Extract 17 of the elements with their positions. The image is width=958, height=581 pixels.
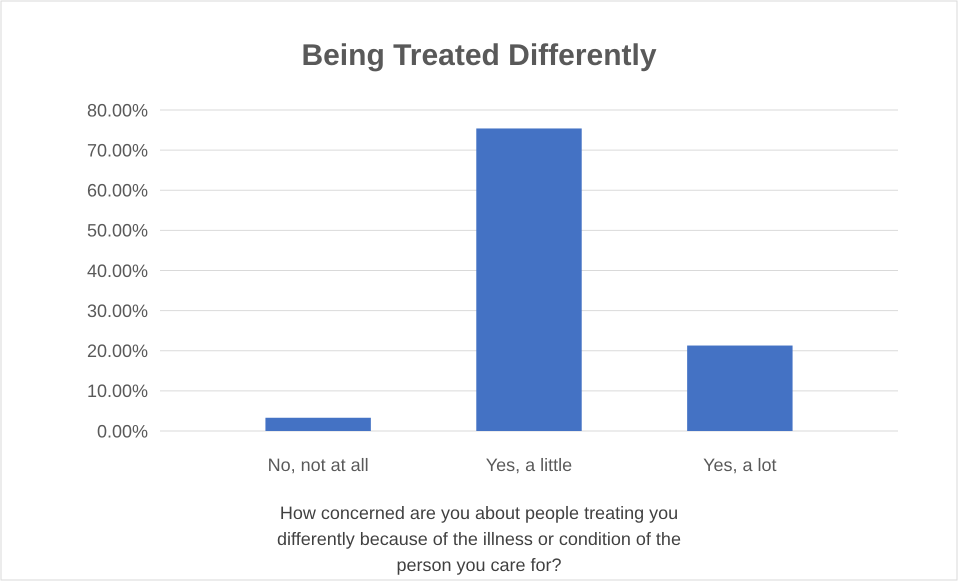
- chart-title: Being Treated Differently: [301, 39, 657, 72]
- y-tick-label: 60.00%: [86, 180, 148, 201]
- x-tick-label: No, not at all: [268, 455, 369, 475]
- bar: [265, 418, 371, 431]
- x-tick-label: Yes, a lot: [703, 455, 777, 475]
- y-tick-label: 40.00%: [86, 260, 148, 281]
- y-tick-label: 20.00%: [86, 341, 148, 362]
- y-tick-label: 50.00%: [86, 220, 148, 241]
- x-tick-label: Yes, a little: [486, 455, 572, 475]
- y-tick-label: 70.00%: [86, 140, 148, 160]
- x-axis-title: How concerned are you about people treating you differently because of the illness or condition of the person you care for?: [277, 503, 681, 575]
- y-tick-label: 30.00%: [86, 300, 148, 321]
- y-tick-label: 80.00%: [86, 100, 148, 120]
- bar: [476, 128, 582, 431]
- y-tick-label: 0.00%: [96, 421, 148, 442]
- bar: [687, 346, 793, 431]
- y-tick-label: 10.00%: [86, 381, 148, 402]
